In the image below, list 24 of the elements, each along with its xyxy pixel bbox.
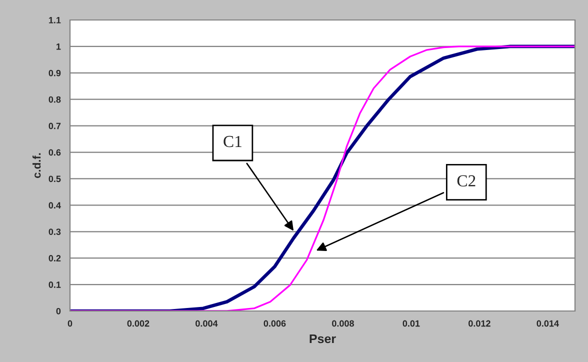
x-tick-label: 0.002 <box>127 320 150 327</box>
x-tick-label: 0.014 <box>536 320 559 327</box>
x-tick-label: 0.004 <box>196 320 218 327</box>
y-tick-label: 0.9 <box>48 70 61 76</box>
x-tick-label: 0 <box>68 320 72 327</box>
y-tick-label: 1.1 <box>48 17 61 24</box>
y-tick-label: 0.6 <box>48 149 61 156</box>
y-tick-label: 0.1 <box>48 282 61 288</box>
x-tick-label: 0.008 <box>332 320 354 327</box>
x-tick-label: 0.012 <box>468 320 490 327</box>
y-tick-label: 0.5 <box>48 176 61 182</box>
annotation: C2 <box>457 175 476 186</box>
y-tick-label: 0.4 <box>48 202 61 209</box>
y-tick-label: 0.7 <box>48 122 61 130</box>
x-tick-label: 0.006 <box>264 320 286 327</box>
y-tick-label: 0.2 <box>48 255 61 262</box>
y-tick-label: 0.3 <box>48 228 61 236</box>
x-axis-title: Pser <box>310 334 336 344</box>
y-tick-label: 1 <box>56 44 61 50</box>
x-tick-label: 0.01 <box>402 320 420 327</box>
y-axis-title: c.d.f. <box>32 153 41 178</box>
y-tick-label: 0 <box>56 308 61 314</box>
annotation: C1 <box>224 136 242 148</box>
y-tick-label: 0.8 <box>48 96 61 103</box>
